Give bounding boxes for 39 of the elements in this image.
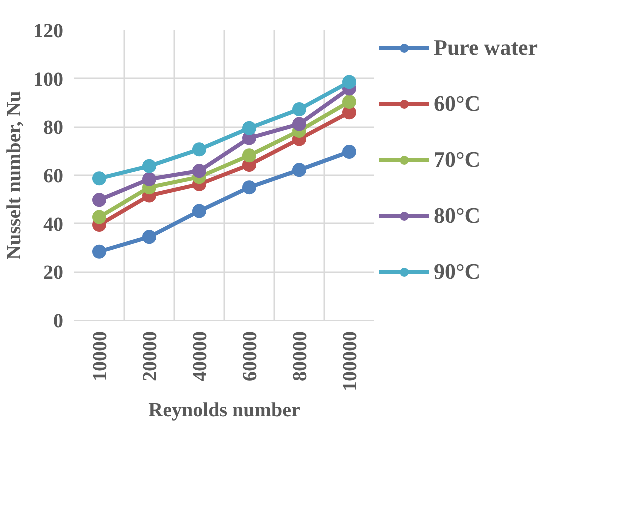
point xyxy=(192,204,206,218)
y-tick-label: 120 xyxy=(34,20,64,42)
legend-label: 90°C xyxy=(434,259,481,285)
legend-label: Pure water xyxy=(434,35,538,61)
point xyxy=(342,145,356,160)
point xyxy=(142,159,156,174)
x-tick-label: 10000 xyxy=(90,332,112,382)
point xyxy=(192,164,206,178)
point xyxy=(142,172,156,186)
legend-label: 80°C xyxy=(434,203,481,229)
legend-label: 70°C xyxy=(434,147,481,173)
point xyxy=(342,95,356,110)
point xyxy=(192,142,206,157)
point xyxy=(242,180,256,195)
point xyxy=(92,244,106,259)
y-tick-label: 100 xyxy=(34,68,64,91)
x-tick-label: 60000 xyxy=(240,332,262,382)
point xyxy=(342,75,356,90)
legend-label: 60°C xyxy=(434,91,481,117)
point xyxy=(92,193,106,208)
y-tick-label: 0 xyxy=(54,310,64,332)
point xyxy=(292,102,306,117)
y-tick-label: 60 xyxy=(44,166,64,188)
point xyxy=(92,172,106,186)
y-tick-label: 20 xyxy=(44,262,64,284)
x-tick-label: 20000 xyxy=(140,332,162,382)
x-tick-label: 80000 xyxy=(290,332,312,382)
x-tick-label: 40000 xyxy=(190,332,212,382)
point xyxy=(242,121,256,136)
point xyxy=(92,210,106,224)
point xyxy=(292,163,306,178)
point xyxy=(292,117,306,132)
y-tick-label: 80 xyxy=(44,117,64,140)
x-tick-label: 100000 xyxy=(340,332,362,392)
y-axis-title: Nusselt number, Nu xyxy=(4,91,26,260)
point xyxy=(242,148,256,163)
y-tick-label: 40 xyxy=(44,214,64,236)
x-axis-title: Reynolds number xyxy=(148,400,300,422)
point xyxy=(142,230,156,244)
